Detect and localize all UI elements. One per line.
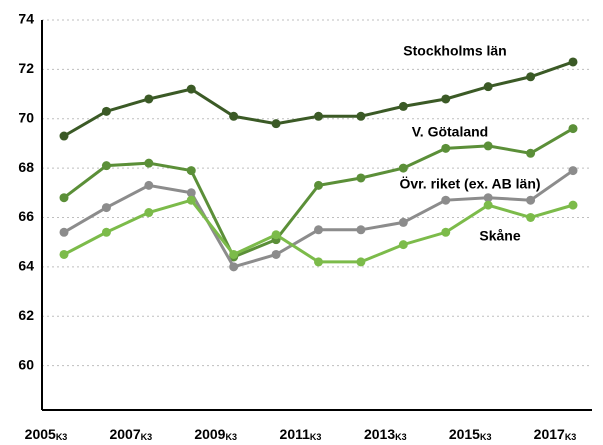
data-point [441,94,451,104]
x-tick-subscript: K3 [56,432,68,442]
x-tick-label: 2015K3 [449,426,492,443]
x-tick-label: 2005K3 [25,426,68,443]
data-point [441,143,451,153]
y-tick-label: 60 [18,356,34,372]
x-tick-label: 2017K3 [534,426,577,443]
data-point [186,166,196,176]
y-tick-label: 68 [18,159,34,175]
x-tick-year: 2013 [364,426,395,442]
data-point [101,106,111,116]
data-point [441,227,451,237]
data-point [144,94,154,104]
x-tick-subscript: K3 [565,432,577,442]
data-point [271,119,281,129]
y-tick-label: 74 [18,11,34,27]
x-tick-year: 2011 [280,426,311,442]
x-tick-subscript: K3 [225,432,237,442]
data-point [526,195,536,205]
data-point [441,195,451,205]
x-tick-year: 2015 [449,426,480,442]
data-point [356,225,366,235]
data-point [314,180,323,190]
data-point [356,173,366,183]
data-point [101,161,111,171]
series-label: V. Götaland [412,124,489,140]
data-point [314,111,323,121]
y-tick-label: 66 [18,208,34,224]
data-point [186,188,196,198]
x-tick-subscript: K3 [395,432,407,442]
data-point [59,131,69,141]
x-tick-subscript: K3 [310,432,322,442]
data-point [186,84,196,94]
data-point [229,249,239,259]
data-point [59,193,69,203]
data-point [59,249,69,259]
y-tick-label: 64 [18,258,34,274]
data-point [483,141,493,151]
data-point [101,203,111,213]
x-tick-label: 2007K3 [109,426,152,443]
data-point [144,208,154,218]
data-point [568,166,578,176]
data-point [271,230,281,240]
data-point [144,158,154,168]
x-tick-label: 2009K3 [194,426,237,443]
data-point [483,193,493,203]
x-tick-subscript: K3 [480,432,492,442]
data-point [526,72,536,82]
series-label: Stockholms län [403,43,506,59]
data-point [398,163,408,173]
data-point [314,257,323,267]
data-point [398,217,408,227]
series-line [63,60,574,138]
series-label: Skåne [479,228,520,244]
x-tick-label: 2013K3 [364,426,407,443]
data-point [59,227,69,237]
data-point [101,227,111,237]
data-point [229,111,239,121]
data-point [314,225,323,235]
x-tick-year: 2017 [534,426,565,442]
data-point [144,180,154,190]
data-point [229,262,239,272]
data-point [356,257,366,267]
data-point [568,200,578,210]
x-tick-year: 2007 [109,426,140,442]
y-tick-label: 62 [18,307,34,323]
series-label: Övr. riket (ex. AB län) [399,176,540,192]
data-point [483,200,493,210]
data-point [568,57,578,67]
x-tick-subscript: K3 [141,432,153,442]
y-tick-label: 72 [18,60,34,76]
y-tick-label: 70 [18,109,34,125]
data-point [398,101,408,111]
x-tick-year: 2005 [25,426,56,442]
data-point [356,111,366,121]
data-point [483,82,493,92]
data-point [568,124,578,134]
data-point [526,148,536,158]
data-point [398,240,408,250]
x-tick-label: 2011K3 [280,426,322,443]
x-tick-year: 2009 [194,426,225,442]
data-point [186,195,196,205]
data-point [271,249,281,259]
data-point [526,212,536,222]
